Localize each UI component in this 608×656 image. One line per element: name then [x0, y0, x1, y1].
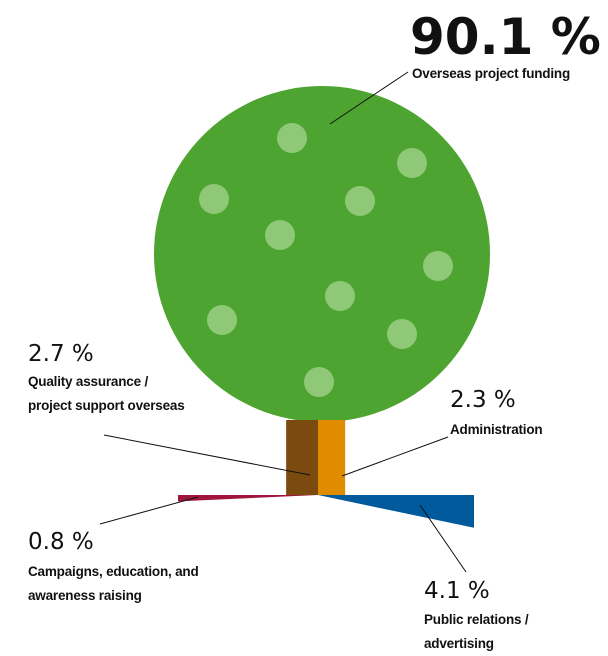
- leader-line: [341, 436, 449, 477]
- marks: [153, 85, 491, 528]
- crown-dot: [207, 305, 237, 335]
- crown-dot: [325, 281, 355, 311]
- crown-dot: [397, 148, 427, 178]
- value-label: 4.1 %: [424, 578, 490, 604]
- category-label: Public relations / advertising: [424, 612, 529, 651]
- crown-dot: [304, 367, 334, 397]
- value-label: 2.3 %: [450, 387, 516, 413]
- root-left: [178, 495, 318, 502]
- trunk-right: [318, 420, 346, 495]
- leader-line: [419, 504, 467, 573]
- crown-dot: [387, 319, 417, 349]
- crown-dot: [277, 123, 307, 153]
- leader-line: [99, 496, 199, 525]
- crown-dot: [265, 220, 295, 250]
- category-label: Overseas project funding: [412, 66, 570, 81]
- decoration: [199, 123, 453, 397]
- leader-line: [103, 434, 311, 476]
- trunk-left: [286, 420, 318, 495]
- value-label: 90.1 %: [410, 8, 601, 66]
- category-label: Administration: [450, 422, 543, 437]
- category-label: Quality assurance / project support over…: [28, 374, 185, 413]
- value-label: 2.7 %: [28, 341, 94, 367]
- leaders: [99, 71, 467, 573]
- root-right: [318, 495, 474, 528]
- category-label: Campaigns, education, and awareness rais…: [28, 564, 199, 603]
- crown-dot: [199, 184, 229, 214]
- value-label: 0.8 %: [28, 529, 94, 555]
- leader-line: [329, 71, 409, 125]
- crown-dot: [345, 186, 375, 216]
- crown-dot: [423, 251, 453, 281]
